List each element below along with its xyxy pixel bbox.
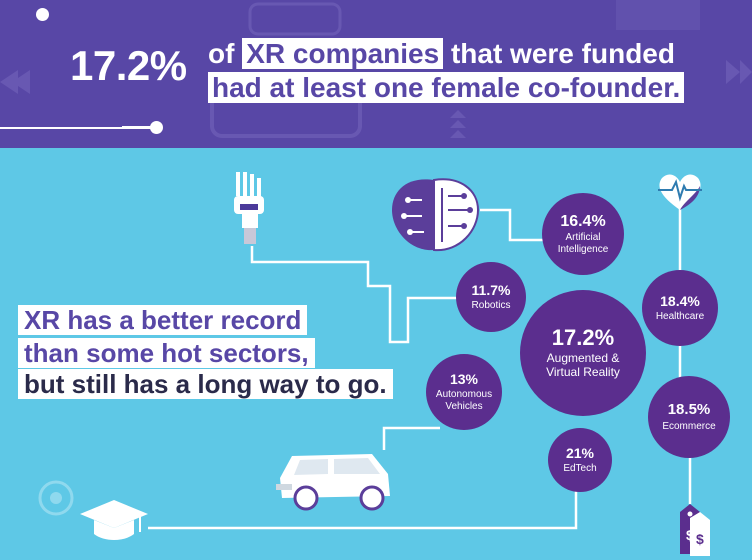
headline-post: that were funded (450, 38, 675, 69)
bubble-ai-label-2: Intelligence (557, 243, 609, 255)
bubble-robotics: 11.7% Robotics (456, 262, 526, 332)
svg-text:$: $ (686, 527, 694, 543)
bubble-autonomous-vehicles: 13% Autonomous Vehicles (426, 354, 502, 430)
bubble-augmented-virtual-reality: 17.2% Augmented & Virtual Reality (520, 290, 646, 416)
bubble-autonomous-label-2: Vehicles (445, 400, 483, 412)
headline-highlight: XR companies (242, 38, 444, 69)
decor-dot-top (36, 8, 49, 21)
headline-line-2-text: had at least one female co-founder. (208, 72, 685, 103)
car-icon (276, 454, 390, 511)
svg-text:$: $ (696, 531, 704, 547)
price-tag-icon: $ $ (680, 504, 710, 556)
tagline-line-1-text: XR has a better record (18, 305, 308, 335)
robot-hand-icon (234, 172, 264, 244)
tagline-line-3: but still has a long way to go. (18, 369, 393, 400)
bubble-artificial-intelligence: 16.4% Artificial Intelligence (542, 193, 624, 275)
graduation-cap-icon (80, 500, 148, 540)
headline-line-1: of XR companies that were funded (208, 38, 675, 70)
decor-dot-bottom (150, 121, 163, 134)
bubble-edtech: 21% EdTech (548, 428, 612, 492)
tagline-line-3-text: but still has a long way to go. (18, 369, 393, 399)
decor-line (0, 127, 152, 129)
bubble-healthcare-percent: 18.4% (660, 292, 700, 309)
bubble-ai-label-1: Artificial (565, 232, 601, 244)
bubble-ecommerce: 18.5% Ecommerce (648, 376, 730, 458)
bubble-arvr-label-2: Virtual Reality (546, 365, 620, 380)
bubble-ecommerce-label: Ecommerce (662, 420, 716, 432)
bubble-edtech-percent: 21% (565, 444, 595, 461)
headline-percent: 17.2% (70, 42, 187, 89)
bubble-arvr-label-1: Augmented & (546, 351, 620, 366)
bubble-autonomous-percent: 13% (449, 370, 479, 387)
tagline-line-2: than some hot sectors, (18, 338, 315, 369)
bubble-arvr-percent: 17.2% (551, 325, 615, 351)
bubble-robotics-label: Robotics (471, 299, 511, 311)
header-banner: 17.2% of XR companies that were funded h… (0, 0, 752, 148)
heart-monitor-icon (658, 174, 702, 210)
bubble-ecommerce-percent: 18.5% (667, 401, 711, 418)
bubble-autonomous-label-1: Autonomous (435, 389, 493, 401)
bubble-robotics-percent: 11.7% (471, 281, 511, 298)
bubble-healthcare: 18.4% Healthcare (642, 270, 718, 346)
bubble-edtech-label: EdTech (563, 462, 597, 474)
tagline-line-1: XR has a better record (18, 305, 308, 336)
bubble-ai-percent: 16.4% (560, 212, 606, 230)
faint-decoration-icon (38, 480, 74, 516)
headline-pre: of (208, 38, 235, 69)
bubble-healthcare-label: Healthcare (655, 310, 705, 322)
brain-icon (392, 178, 480, 252)
tagline-line-2-text: than some hot sectors, (18, 338, 315, 368)
headline-line-2: had at least one female co-founder. (208, 72, 685, 104)
